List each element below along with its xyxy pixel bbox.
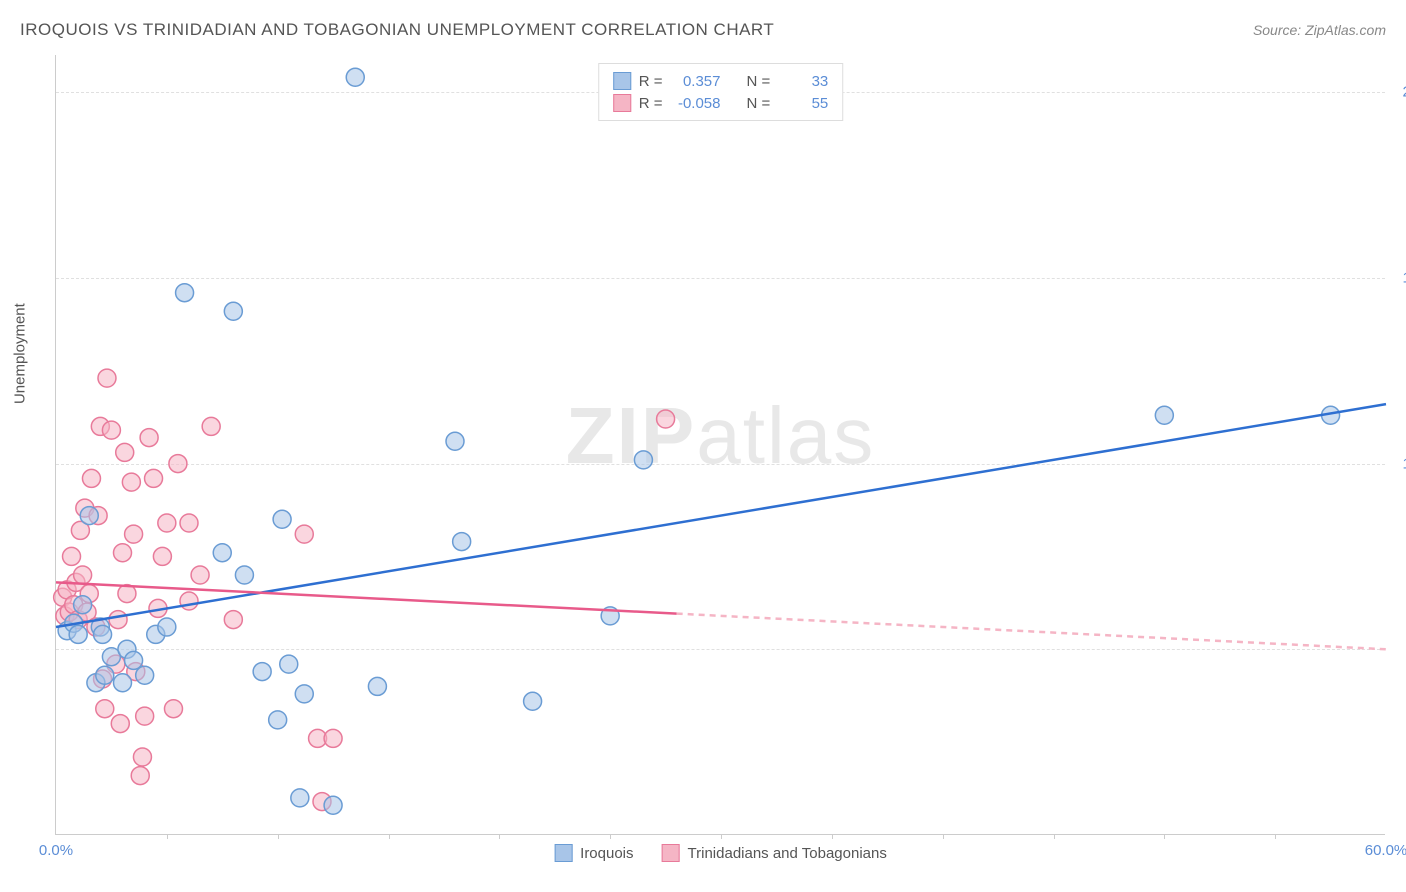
- r-value-iroquois: 0.357: [671, 73, 721, 90]
- n-value-trinidadian: 55: [778, 95, 828, 112]
- scatter-point: [136, 707, 154, 725]
- scatter-point: [169, 455, 187, 473]
- scatter-point: [114, 544, 132, 562]
- scatter-point: [102, 421, 120, 439]
- scatter-point: [125, 651, 143, 669]
- scatter-point: [80, 507, 98, 525]
- scatter-point: [524, 692, 542, 710]
- scatter-point: [94, 625, 112, 643]
- chart-title: IROQUOIS VS TRINIDADIAN AND TOBAGONIAN U…: [20, 20, 774, 40]
- n-label-2: N =: [747, 95, 771, 112]
- legend-swatch-trinidadian-2: [662, 844, 680, 862]
- scatter-point: [145, 469, 163, 487]
- scatter-point: [63, 547, 81, 565]
- legend-row-iroquois: R = 0.357 N = 33: [613, 70, 829, 92]
- plot-area: ZIPatlas 5.0%10.0%15.0%20.0% R = 0.357 N…: [55, 55, 1385, 835]
- scatter-point: [235, 566, 253, 584]
- scatter-point: [176, 284, 194, 302]
- scatter-point: [131, 767, 149, 785]
- scatter-point: [158, 514, 176, 532]
- scatter-point: [180, 592, 198, 610]
- scatter-point: [114, 674, 132, 692]
- scatter-point: [82, 469, 100, 487]
- y-tick-label: 10.0%: [1390, 455, 1406, 472]
- source-label: Source: ZipAtlas.com: [1253, 22, 1386, 38]
- scatter-point: [295, 525, 313, 543]
- scatter-point: [224, 611, 242, 629]
- scatter-point: [140, 429, 158, 447]
- scatter-point: [191, 566, 209, 584]
- x-tick-label: 0.0%: [39, 842, 73, 859]
- legend-label-trinidadian: Trinidadians and Tobagonians: [688, 845, 887, 862]
- scatter-point: [153, 547, 171, 565]
- legend-label-iroquois: Iroquois: [580, 845, 633, 862]
- legend-item-trinidadian: Trinidadians and Tobagonians: [662, 844, 887, 862]
- scatter-point: [116, 443, 134, 461]
- y-tick-label: 5.0%: [1390, 641, 1406, 658]
- scatter-point: [164, 700, 182, 718]
- y-tick-label: 15.0%: [1390, 269, 1406, 286]
- scatter-point: [202, 417, 220, 435]
- scatter-point: [446, 432, 464, 450]
- r-value-trinidadian: -0.058: [671, 95, 721, 112]
- scatter-point: [453, 533, 471, 551]
- scatter-point: [74, 596, 92, 614]
- scatter-point: [69, 625, 87, 643]
- scatter-point: [253, 663, 271, 681]
- scatter-point: [324, 729, 342, 747]
- scatter-point: [111, 715, 129, 733]
- scatter-point: [224, 302, 242, 320]
- scatter-point: [324, 796, 342, 814]
- scatter-point: [125, 525, 143, 543]
- scatter-point: [280, 655, 298, 673]
- scatter-svg: [56, 55, 1385, 834]
- scatter-point: [295, 685, 313, 703]
- regression-line: [677, 614, 1386, 650]
- scatter-point: [96, 666, 114, 684]
- scatter-point: [98, 369, 116, 387]
- legend-swatch-iroquois-2: [554, 844, 572, 862]
- scatter-point: [122, 473, 140, 491]
- scatter-point: [158, 618, 176, 636]
- legend-swatch-trinidadian: [613, 94, 631, 112]
- scatter-point: [180, 514, 198, 532]
- scatter-point: [657, 410, 675, 428]
- legend-series: Iroquois Trinidadians and Tobagonians: [554, 844, 887, 862]
- chart-container: IROQUOIS VS TRINIDADIAN AND TOBAGONIAN U…: [0, 0, 1406, 892]
- scatter-point: [269, 711, 287, 729]
- scatter-point: [291, 789, 309, 807]
- scatter-point: [634, 451, 652, 469]
- scatter-point: [133, 748, 151, 766]
- n-label: N =: [747, 73, 771, 90]
- r-label-2: R =: [639, 95, 663, 112]
- y-axis-label: Unemployment: [12, 303, 29, 404]
- scatter-point: [368, 677, 386, 695]
- scatter-point: [109, 611, 127, 629]
- legend-swatch-iroquois: [613, 72, 631, 90]
- scatter-point: [136, 666, 154, 684]
- scatter-point: [96, 700, 114, 718]
- scatter-point: [346, 68, 364, 86]
- legend-row-trinidadian: R = -0.058 N = 55: [613, 92, 829, 114]
- x-tick-label: 60.0%: [1365, 842, 1406, 859]
- r-label: R =: [639, 73, 663, 90]
- legend-item-iroquois: Iroquois: [554, 844, 633, 862]
- scatter-point: [213, 544, 231, 562]
- scatter-point: [74, 566, 92, 584]
- n-value-iroquois: 33: [778, 73, 828, 90]
- y-tick-label: 20.0%: [1390, 84, 1406, 101]
- legend-correlation: R = 0.357 N = 33 R = -0.058 N = 55: [598, 63, 844, 121]
- scatter-point: [273, 510, 291, 528]
- scatter-point: [1155, 406, 1173, 424]
